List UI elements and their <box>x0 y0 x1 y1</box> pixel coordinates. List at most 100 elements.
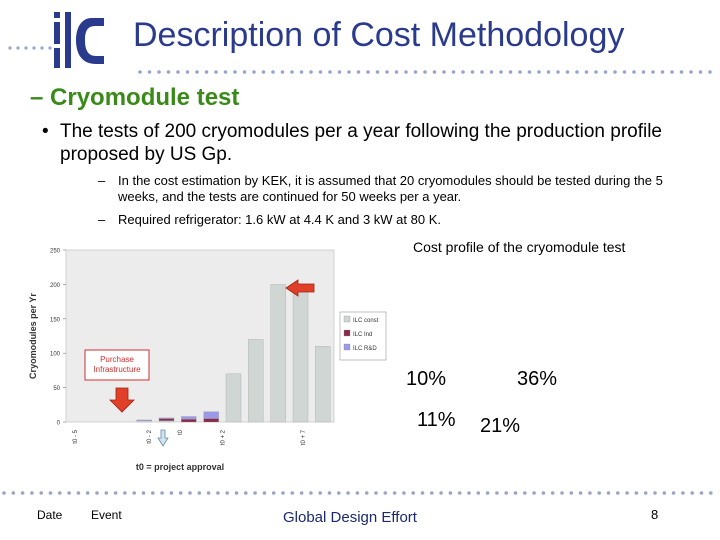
dot <box>532 491 536 495</box>
dot <box>461 70 465 74</box>
y-axis-label: Cryomodules per Yr <box>28 293 38 379</box>
dot <box>195 70 199 74</box>
dot <box>385 70 389 74</box>
dot <box>242 70 247 74</box>
dot <box>327 491 332 495</box>
dot <box>11 491 16 495</box>
y-tick-label: 100 <box>50 352 61 358</box>
dot <box>413 70 418 74</box>
cost-profile-chart: 0 50 100 150 200 250 Cryomodules per Yr t0 - 5 t… <box>28 249 387 472</box>
sub-bullet-text: In the cost estimation by KEK, it is ass… <box>118 173 663 204</box>
dot <box>104 491 109 495</box>
annotation-text: Infrastructure <box>93 365 141 374</box>
legend-label: ILC R&D <box>353 346 377 352</box>
bar-segment <box>203 411 219 419</box>
legend-swatch <box>343 343 351 351</box>
percentage-label: 36% <box>517 368 558 390</box>
dot <box>271 491 276 495</box>
dot <box>653 491 657 495</box>
decorative-dots-bottom <box>2 491 713 495</box>
dot <box>233 70 237 74</box>
footer-date: Date <box>37 508 63 522</box>
sub-bullet-text: Required refrigerator: 1.6 kW at 4.4 K a… <box>118 212 441 227</box>
dot <box>318 70 323 74</box>
dash-icon: – <box>98 173 106 188</box>
y-tick-label: 250 <box>50 249 61 255</box>
dot <box>141 491 146 495</box>
dot <box>364 491 369 495</box>
dot <box>457 491 462 495</box>
chart-legend: ILC const ILC Ind ILC R&D <box>339 311 387 361</box>
dot <box>299 70 304 74</box>
dot <box>690 491 694 495</box>
dot <box>439 491 443 495</box>
plot-area <box>65 249 335 423</box>
dot <box>541 491 546 495</box>
dot <box>451 70 456 74</box>
bullet-text: The tests of 200 cryomodules per a year … <box>60 121 662 165</box>
dot <box>634 491 639 495</box>
dot <box>178 491 183 495</box>
dot <box>394 70 399 74</box>
bar-segment <box>158 417 175 419</box>
dot <box>346 491 350 495</box>
slide-title: Description of Cost Methodology <box>133 16 625 54</box>
dot <box>347 70 351 74</box>
dot <box>518 70 522 74</box>
dot <box>578 491 583 495</box>
dot <box>709 491 713 495</box>
dot <box>404 70 408 74</box>
dot <box>698 70 703 74</box>
dot <box>594 70 598 74</box>
dot <box>671 491 676 495</box>
dot <box>485 491 490 495</box>
dot <box>565 70 570 74</box>
dot <box>290 491 295 495</box>
dot <box>176 70 180 74</box>
dot <box>281 491 285 495</box>
bar-segment <box>158 418 175 421</box>
dot <box>495 491 499 495</box>
dot <box>689 70 693 74</box>
dot <box>225 491 229 495</box>
dot <box>448 491 453 495</box>
bar-segment <box>292 284 309 423</box>
percentage-label: 10% <box>406 368 447 390</box>
dot <box>2 491 6 495</box>
dot <box>197 491 202 495</box>
decorative-dots-top <box>8 46 712 74</box>
bar-segment <box>181 419 197 423</box>
dot <box>423 70 427 74</box>
dot <box>244 491 248 495</box>
dot <box>467 491 471 495</box>
y-tick-label: 150 <box>50 317 61 323</box>
dot <box>374 491 378 495</box>
dot <box>588 491 592 495</box>
annotation-text: Purchase <box>100 355 134 364</box>
bar-segment <box>136 419 152 421</box>
x-tick-label: t0 <box>178 429 184 435</box>
dot <box>261 70 266 74</box>
x-tick-label: t0 - 5 <box>73 429 79 443</box>
dot <box>537 70 541 74</box>
legend-swatch <box>343 329 351 337</box>
dot <box>318 491 323 495</box>
annotation-box <box>84 349 150 381</box>
dot <box>355 491 360 495</box>
dot <box>556 70 560 74</box>
dot <box>337 70 342 74</box>
dot <box>662 491 667 495</box>
dot <box>40 46 44 50</box>
dot <box>48 491 53 495</box>
dot <box>546 70 551 74</box>
dot <box>290 70 294 74</box>
down-arrow-icon <box>109 387 135 413</box>
dot <box>280 70 285 74</box>
up-arrow-icon <box>157 429 169 447</box>
dot <box>527 70 532 74</box>
dot <box>252 70 256 74</box>
dot <box>366 70 370 74</box>
dot <box>206 491 211 495</box>
dot <box>356 70 361 74</box>
dot <box>85 491 90 495</box>
